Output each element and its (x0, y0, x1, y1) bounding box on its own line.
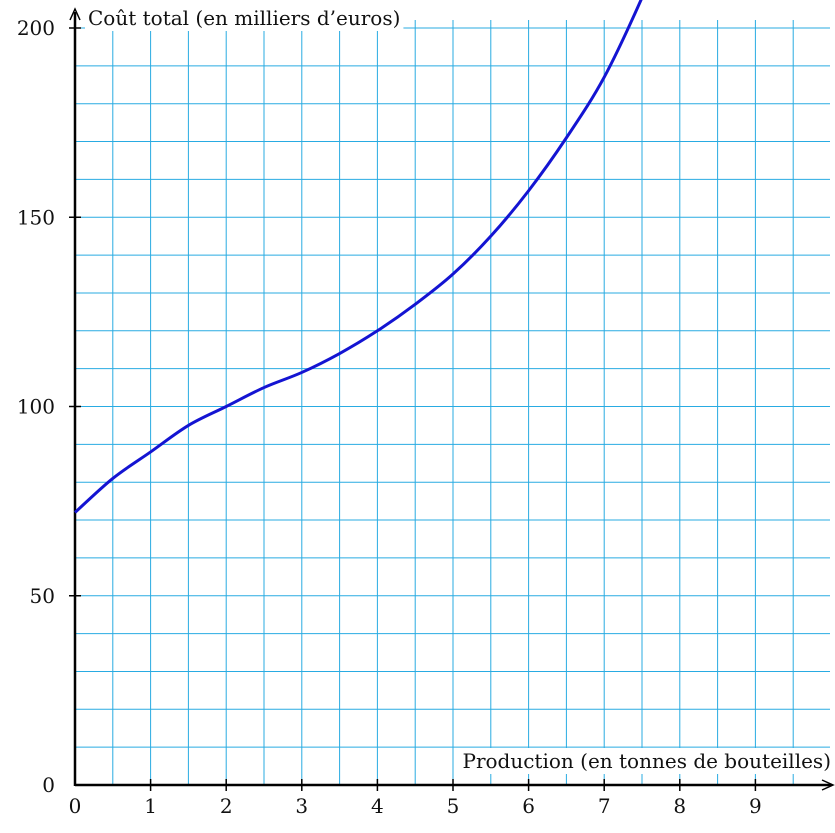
y-tick-label: 0 (42, 773, 55, 797)
x-tick-label: 7 (598, 794, 611, 818)
ticks: 0123456789050100150200250300350 (17, 16, 762, 818)
x-tick-label: 4 (371, 794, 384, 818)
axes (69, 7, 835, 791)
x-tick-label: 8 (673, 794, 686, 818)
x-tick-label: 0 (69, 794, 82, 818)
cost-curve (73, 0, 643, 514)
x-axis-arrow-icon (821, 779, 835, 791)
x-axis-title-background (459, 748, 834, 774)
x-tick-label: 1 (144, 794, 157, 818)
y-axis-arrow-icon (69, 7, 81, 21)
x-tick-label: 6 (522, 794, 535, 818)
x-tick-label: 2 (220, 794, 233, 818)
y-tick-label: 150 (17, 205, 55, 229)
y-axis-title: Coût total (en milliers d’euros) (88, 6, 400, 30)
series-layer (73, 0, 643, 514)
y-axis-title-background (85, 5, 404, 31)
y-tick-label: 50 (30, 584, 55, 608)
grid (74, 20, 830, 786)
y-tick-label: 200 (17, 16, 55, 40)
x-axis-title: Production (en tonnes de bouteilles) (462, 749, 831, 773)
x-tick-label: 3 (295, 794, 308, 818)
x-tick-label: 9 (749, 794, 762, 818)
x-tick-label: 5 (447, 794, 460, 818)
y-tick-label: 100 (17, 395, 55, 419)
